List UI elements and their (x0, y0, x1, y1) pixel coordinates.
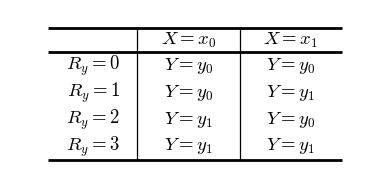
Text: $R_y = 0$: $R_y = 0$ (66, 54, 120, 78)
Text: $R_y = 3$: $R_y = 3$ (66, 134, 120, 159)
Text: $R_y = 1$: $R_y = 1$ (66, 81, 120, 105)
Text: $X = x_1$: $X = x_1$ (263, 31, 318, 50)
Text: $Y = y_1$: $Y = y_1$ (165, 136, 213, 156)
Text: $Y = y_0$: $Y = y_0$ (164, 56, 214, 76)
Text: $Y = y_0$: $Y = y_0$ (164, 83, 214, 103)
Text: $Y = y_0$: $Y = y_0$ (266, 56, 315, 76)
Text: $Y = y_1$: $Y = y_1$ (165, 110, 213, 129)
Text: $R_y = 2$: $R_y = 2$ (66, 107, 120, 132)
Text: $Y = y_0$: $Y = y_0$ (266, 110, 315, 129)
Text: $X = x_0$: $X = x_0$ (161, 31, 217, 50)
Text: $Y = y_1$: $Y = y_1$ (266, 136, 315, 156)
Text: $Y = y_1$: $Y = y_1$ (266, 83, 315, 103)
